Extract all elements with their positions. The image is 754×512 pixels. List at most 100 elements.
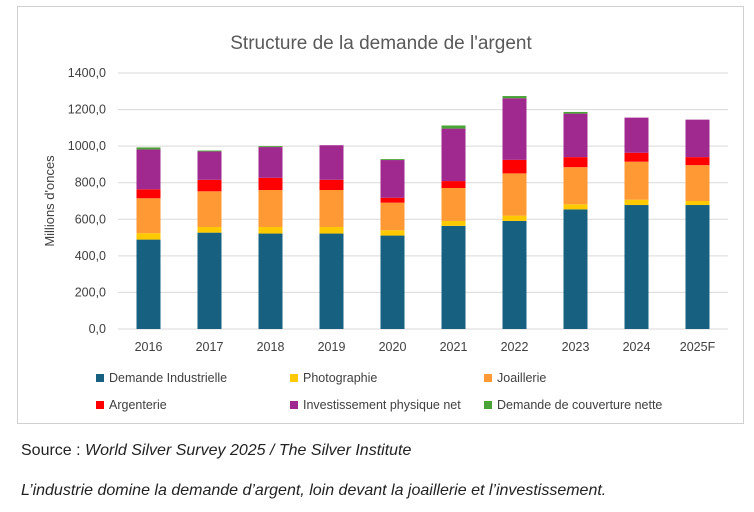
bar-segment — [624, 199, 649, 206]
bar-segment — [380, 235, 405, 329]
legend-label: Investissement physique net — [303, 398, 461, 412]
chart-title: Structure de la demande de l'argent — [230, 33, 532, 54]
legend-item-5: Demande de couverture nette — [484, 398, 662, 412]
bar-segment — [441, 128, 466, 182]
bar-segment — [441, 225, 466, 329]
bar-segment — [563, 209, 588, 329]
x-tick-label: 2018 — [257, 340, 285, 354]
bar-segment — [258, 146, 283, 148]
bar-segment — [380, 230, 405, 236]
legend-swatch — [290, 401, 298, 409]
bar-segment — [197, 151, 222, 180]
bar-segment — [136, 147, 161, 150]
legend-swatch — [96, 374, 104, 382]
bar-segment — [624, 117, 649, 153]
bar-segment — [441, 181, 466, 189]
bar-segment — [258, 226, 283, 234]
bar-segment — [136, 198, 161, 234]
bar-segment — [563, 111, 588, 114]
bar-segment — [563, 157, 588, 168]
y-tick-label: 400,0 — [75, 249, 106, 263]
y-tick-label: 600,0 — [75, 212, 106, 226]
x-tick-label: 2025F — [680, 340, 716, 354]
bar-segment — [624, 205, 649, 329]
bar-segment — [197, 191, 222, 227]
bar-segment — [685, 205, 710, 329]
bar-segment — [685, 201, 710, 206]
legend-item-4: Investissement physique net — [290, 398, 461, 412]
bar-segment — [136, 233, 161, 240]
legend-swatch — [290, 374, 298, 382]
y-tick-label: 1200,0 — [68, 103, 106, 117]
bar-segment — [502, 173, 527, 216]
x-tick-label: 2020 — [379, 340, 407, 354]
bar-segment — [685, 119, 710, 158]
x-tick-label: 2023 — [562, 340, 590, 354]
legend-label: Argenterie — [109, 398, 167, 412]
y-tick-label: 1400,0 — [68, 66, 106, 80]
bar-segment — [441, 125, 466, 129]
x-tick-label: 2024 — [623, 340, 651, 354]
y-tick-label: 0,0 — [89, 322, 106, 336]
y-tick-label: 800,0 — [75, 176, 106, 190]
bar-segment — [197, 232, 222, 329]
bar-segment — [441, 220, 466, 226]
summary-caption: L’industrie domine la demande d’argent, … — [21, 482, 607, 499]
legend-swatch — [484, 401, 492, 409]
legend-item-0: Demande Industrielle — [96, 371, 227, 385]
bar-segment — [624, 152, 649, 162]
bar-segment — [502, 96, 527, 99]
legend-item-1: Photographie — [290, 371, 377, 385]
bar-segment — [319, 233, 344, 329]
legend-swatch — [484, 374, 492, 382]
bar-segment — [258, 147, 283, 178]
bar-segment — [136, 189, 161, 199]
bar-segment — [380, 197, 405, 203]
bar-segment — [441, 188, 466, 221]
bar-segment — [380, 160, 405, 198]
stacked-bar-chart: Structure de la demande de l'argent Milli… — [42, 33, 728, 354]
source-label: Source : — [21, 442, 86, 459]
x-tick-label: 2022 — [501, 340, 529, 354]
bar-segment — [136, 239, 161, 329]
bar-segment — [624, 161, 649, 200]
x-tick-label: 2021 — [440, 340, 468, 354]
bar-segment — [258, 233, 283, 329]
bar-segment — [258, 190, 283, 227]
legend-item-2: Joaillerie — [484, 371, 546, 385]
bar-segment — [258, 177, 283, 191]
bar-segment — [319, 145, 344, 180]
bar-segment — [502, 98, 527, 160]
bar-segment — [502, 220, 527, 329]
bar-segment — [197, 150, 222, 152]
bar-segment — [380, 159, 405, 161]
bar-segment — [197, 226, 222, 233]
y-axis-label: Millions d'onces — [42, 155, 57, 247]
bar-segment — [685, 157, 710, 166]
bar-segment — [685, 165, 710, 201]
x-tick-label: 2016 — [135, 340, 163, 354]
bar-segment — [136, 149, 161, 190]
y-tick-label: 200,0 — [75, 285, 106, 299]
source-text: World Silver Survey 2025 / The Silver In… — [85, 442, 412, 459]
bar-segment — [319, 226, 344, 234]
legend-item-3: Argenterie — [96, 398, 167, 412]
bar-segment — [380, 202, 405, 231]
chart-frame: Structure de la demande de l'argent Milli… — [17, 6, 744, 424]
x-tick-label: 2017 — [196, 340, 224, 354]
legend-label: Photographie — [303, 371, 378, 385]
legend-label: Joaillerie — [497, 371, 547, 385]
bar-segment — [502, 215, 527, 221]
legend-label: Demande de couverture nette — [497, 398, 663, 412]
bar-segment — [197, 179, 222, 192]
legend-swatch — [96, 401, 104, 409]
bar-segment — [319, 179, 344, 191]
bar-segment — [563, 113, 588, 158]
x-tick-label: 2019 — [318, 340, 346, 354]
bar-segment — [563, 167, 588, 205]
y-tick-label: 1000,0 — [68, 139, 106, 153]
bar-segment — [502, 159, 527, 174]
bar-segment — [563, 204, 588, 210]
legend-label: Demande Industrielle — [109, 371, 228, 385]
bar-segment — [319, 190, 344, 227]
